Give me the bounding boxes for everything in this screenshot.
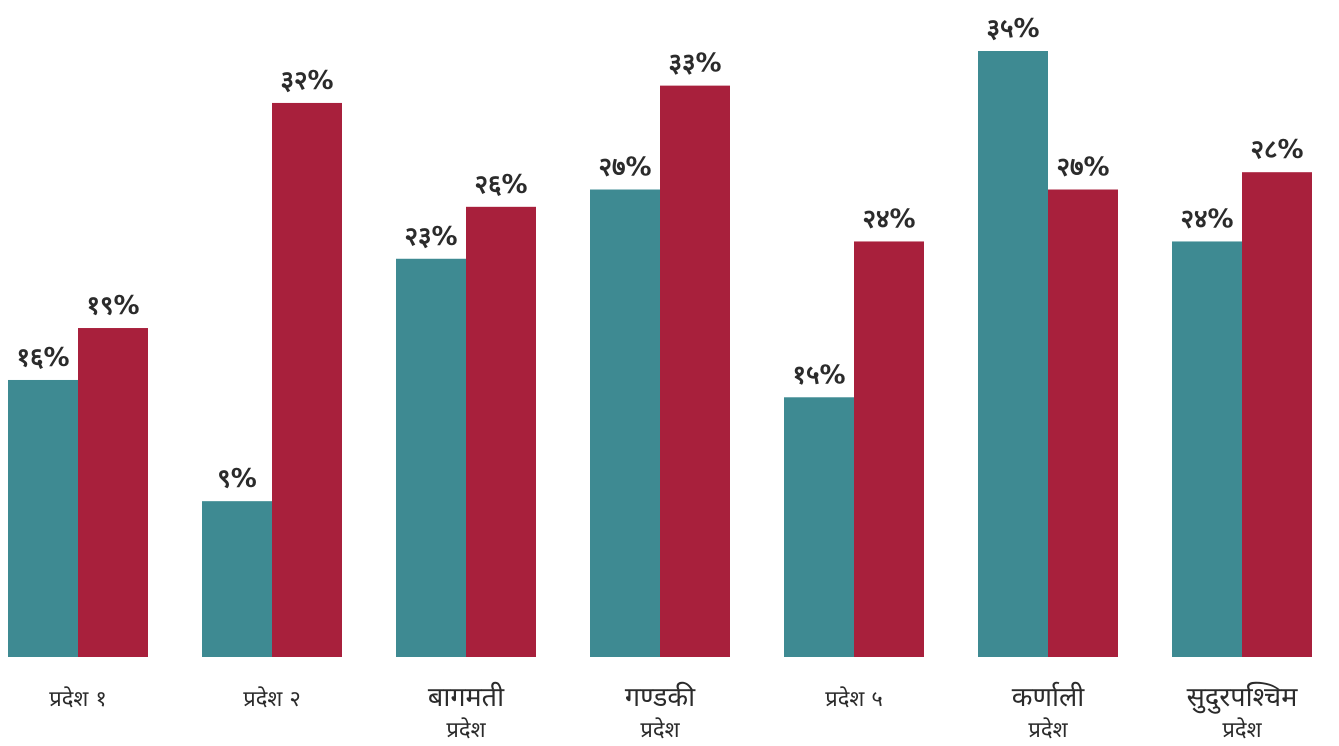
value-label: १६%: [16, 343, 69, 373]
bar: [272, 103, 342, 657]
bar: [1048, 190, 1118, 657]
value-label: ९%: [217, 464, 257, 494]
x-tick-label: प्रदेश १: [49, 686, 107, 712]
x-tick-label: प्रदेश: [640, 717, 680, 743]
bar: [978, 51, 1048, 657]
value-label: २७%: [1056, 153, 1109, 183]
x-tick-label: प्रदेश: [446, 717, 486, 743]
bar: [8, 380, 78, 657]
value-label: २४%: [862, 204, 915, 234]
value-label: २६%: [474, 170, 527, 200]
bar: [202, 501, 272, 657]
value-label: ३५%: [986, 14, 1039, 44]
bar: [1172, 241, 1242, 657]
value-label: २३%: [404, 222, 457, 252]
x-tick-label: प्रदेश: [1222, 717, 1262, 743]
x-tick-label: बागमती: [428, 681, 505, 713]
x-tick-label: गण्डकी: [625, 681, 696, 713]
bar: [784, 397, 854, 657]
x-tick-label: प्रदेश: [1028, 717, 1068, 743]
value-label: १९%: [86, 291, 139, 321]
bar: [1242, 172, 1312, 657]
value-label: ३२%: [280, 66, 333, 96]
bar: [660, 86, 730, 657]
x-tick-label: कर्णाली: [1012, 681, 1086, 713]
value-label: १५%: [792, 360, 845, 390]
bar: [396, 259, 466, 657]
x-tick-label: प्रदेश ५: [825, 686, 883, 712]
bar: [466, 207, 536, 657]
bar: [590, 190, 660, 657]
x-tick-label: सुदुरपश्चिम: [1187, 681, 1299, 714]
x-tick-label: प्रदेश २: [243, 686, 301, 712]
value-label: २४%: [1180, 204, 1233, 234]
value-label: २८%: [1250, 135, 1303, 165]
chart: १६% १९% प्रदेश १ ९% ३२% प्रदेश २ २३% २६% बागमती प…: [0, 0, 1339, 746]
value-label: २७%: [598, 153, 651, 183]
bar: [854, 241, 924, 657]
bar: [78, 328, 148, 657]
value-label: ३३%: [668, 49, 721, 79]
